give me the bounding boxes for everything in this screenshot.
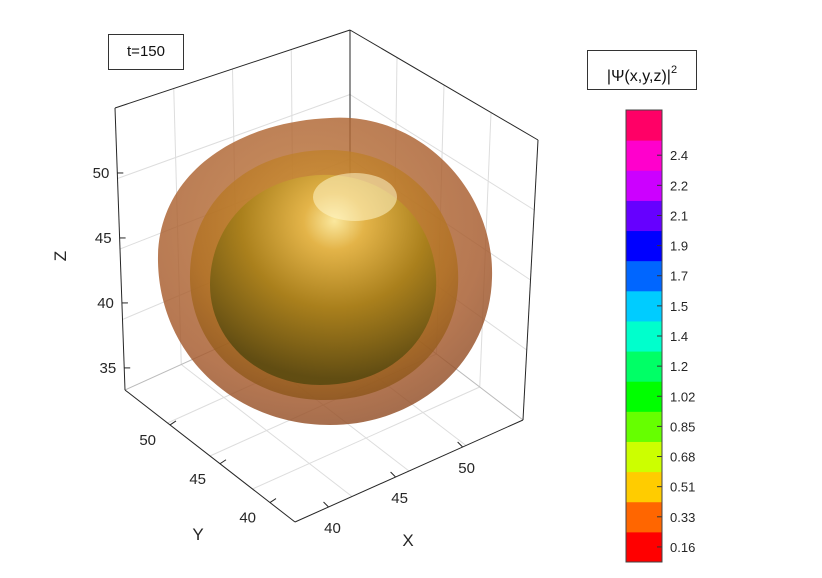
colorbar-title: |Ψ(x,y,z)|2	[587, 50, 697, 90]
axes-front-edges	[124, 389, 524, 523]
y-tick	[269, 498, 277, 504]
x-tick	[323, 501, 329, 508]
y-tick	[169, 420, 177, 426]
x-tick-label: 40	[324, 520, 341, 537]
grid-line	[349, 94, 535, 211]
axis-ticks: 35 40 45 50 Z 40 45 50 Y 40 45 50 X	[51, 165, 475, 550]
colorbar-tick-label: 1.2	[670, 359, 688, 374]
colorbar-tick-label: 1.4	[670, 329, 688, 344]
z-tick-label: 35	[100, 360, 117, 377]
isosurfaces	[157, 117, 493, 426]
colorbar-tick-label: 2.1	[670, 208, 688, 223]
time-annotation: t=150	[108, 34, 184, 70]
colorbar-title-main: |Ψ(x,y,z)|	[606, 68, 671, 85]
time-annotation-text: t=150	[127, 43, 165, 60]
x-tick-label: 45	[391, 490, 408, 507]
z-tick-label: 40	[97, 295, 114, 312]
colorbar-segment	[626, 110, 662, 141]
colorbar-segment	[626, 170, 662, 201]
colorbar-tick-label: 2.4	[670, 148, 688, 163]
colorbar-tick-label: 0.16	[670, 540, 695, 555]
grid-line	[117, 94, 351, 179]
colorbar-tick-label: 0.85	[670, 419, 695, 434]
colorbar-tick-label: 1.7	[670, 269, 688, 284]
x-tick	[390, 471, 396, 478]
colorbar-segment	[626, 411, 662, 442]
colorbar-segment	[626, 471, 662, 503]
specular-highlight	[313, 173, 397, 221]
colorbar-tick-label: 0.33	[670, 510, 695, 525]
colorbar-tick-label: 2.2	[670, 178, 688, 193]
colorbar-segment	[626, 351, 662, 382]
colorbar-segment	[626, 501, 662, 533]
colorbar-tick-label: 0.68	[670, 450, 695, 465]
colorbar-segment	[626, 381, 662, 412]
colorbar-segment	[626, 260, 662, 292]
y-tick-label: 40	[239, 510, 256, 527]
colorbar-frame	[625, 109, 663, 563]
box-edge	[114, 29, 351, 109]
colorbar-segment	[626, 140, 662, 171]
colorbar-segment	[626, 441, 662, 473]
colorbar-segment	[626, 230, 662, 262]
colorbar-tick-label: 1.9	[670, 239, 688, 254]
box-edge	[294, 419, 524, 523]
x-tick-label: 50	[458, 460, 475, 477]
colorbar-tick-label: 1.02	[670, 389, 695, 404]
box-edge	[124, 389, 296, 523]
box-edge	[114, 107, 126, 391]
x-tick	[457, 441, 464, 448]
isosurface-3	[210, 174, 437, 385]
colorbar-tick-label: 1.5	[670, 299, 688, 314]
colorbar-tick-label: 0.51	[670, 480, 695, 495]
y-tick	[219, 459, 227, 465]
colorbar-title-sup: 2	[670, 64, 678, 76]
y-tick-label: 50	[139, 432, 156, 449]
box-edge	[522, 139, 539, 421]
colorbar-segment	[626, 531, 662, 563]
y-axis-label: Y	[192, 525, 203, 544]
grid-line	[252, 386, 480, 490]
colorbar: 0.16 0.33 0.51 0.68 0.85 1.02 1.2 1.4 1.5 1.7 1.9 2…	[625, 109, 695, 563]
y-tick-label: 45	[189, 471, 206, 488]
z-axis-label: Z	[51, 251, 70, 261]
colorbar-segment	[626, 320, 662, 352]
colorbar-segment	[626, 290, 662, 322]
z-tick-label: 50	[93, 165, 110, 182]
z-tick-label: 45	[95, 230, 112, 247]
colorbar-segment	[626, 200, 662, 232]
x-axis-label: X	[402, 531, 413, 550]
box-edge	[349, 29, 539, 141]
